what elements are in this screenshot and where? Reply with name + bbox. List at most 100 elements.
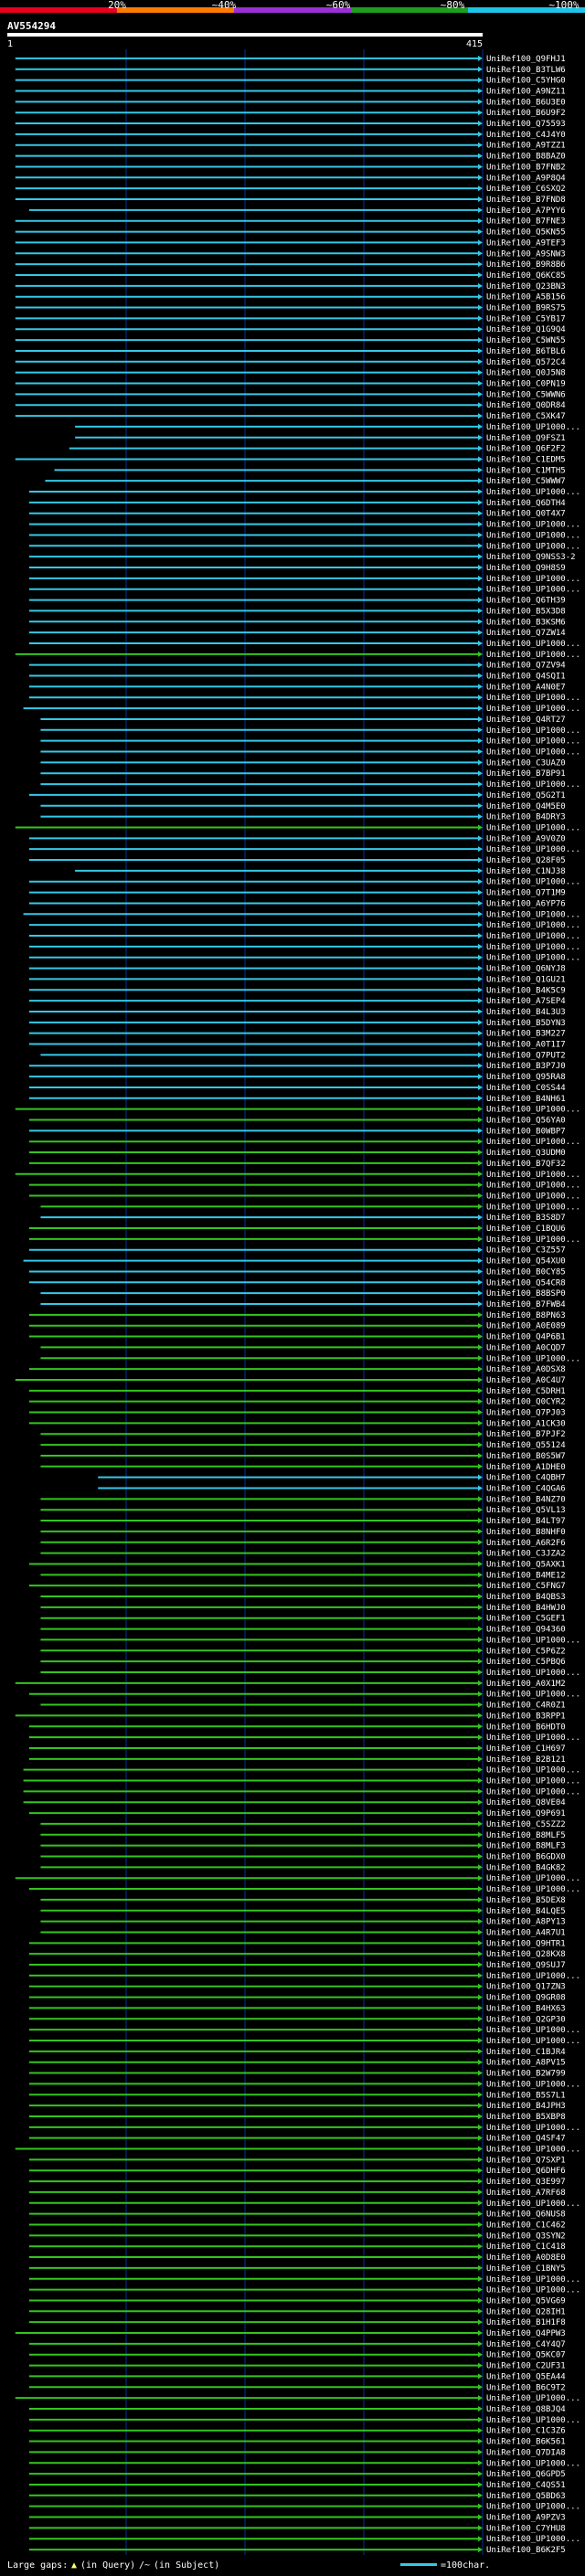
hit-label[interactable]: UniRef100_A0T1I7	[486, 1041, 566, 1050]
hit-label[interactable]: UniRef100_Q5BD63	[486, 2492, 566, 2501]
hit-label[interactable]: UniRef100_Q1GU21	[486, 975, 566, 984]
hit-label[interactable]: UniRef100_B5XBP8	[486, 2113, 566, 2122]
hit-label[interactable]: UniRef100_UP1000...	[486, 1777, 580, 1786]
hit-label[interactable]: UniRef100_Q75593	[486, 120, 566, 129]
hit-label[interactable]: UniRef100_B1H1F8	[486, 2318, 566, 2327]
hit-label[interactable]: UniRef100_Q54CR8	[486, 1278, 566, 1288]
hit-label[interactable]: UniRef100_C5WWN6	[486, 390, 566, 399]
hit-label[interactable]: UniRef100_B6C9T2	[486, 2383, 566, 2392]
hit-label[interactable]: UniRef100_C1NJ38	[486, 867, 566, 876]
hit-label[interactable]: UniRef100_A1CK30	[486, 1419, 566, 1428]
hit-label[interactable]: UniRef100_Q5KN55	[486, 228, 566, 238]
hit-label[interactable]: UniRef100_UP1000...	[486, 921, 580, 930]
hit-label[interactable]: UniRef100_UP1000...	[486, 2080, 580, 2089]
hit-label[interactable]: UniRef100_Q9GR08	[486, 1994, 566, 2003]
hit-label[interactable]: UniRef100_B9RS75	[486, 304, 566, 313]
hit-label[interactable]: UniRef100_Q28KX8	[486, 1950, 566, 1959]
hit-label[interactable]: UniRef100_Q0T4X7	[486, 510, 566, 519]
hit-label[interactable]: UniRef100_Q9FHJ1	[486, 55, 566, 64]
hit-label[interactable]: UniRef100_A9NZ11	[486, 87, 566, 96]
hit-label[interactable]: UniRef100_Q3SYN2	[486, 2231, 566, 2241]
hit-label[interactable]: UniRef100_B4NZ70	[486, 1495, 566, 1504]
hit-label[interactable]: UniRef100_B7PJF2	[486, 1430, 566, 1439]
hit-label[interactable]: UniRef100_B4LT97	[486, 1517, 566, 1526]
hit-label[interactable]: UniRef100_A7PYY6	[486, 207, 566, 216]
hit-label[interactable]: UniRef100_UP1000...	[486, 2503, 580, 2512]
hit-label[interactable]: UniRef100_A0CQD7	[486, 1343, 566, 1352]
hit-label[interactable]: UniRef100_UP1000...	[486, 2275, 580, 2284]
hit-label[interactable]: UniRef100_B4NH61	[486, 1095, 566, 1104]
hit-label[interactable]: UniRef100_UP1000...	[486, 2037, 580, 2046]
hit-label[interactable]: UniRef100_B3RPP1	[486, 1712, 566, 1721]
hit-label[interactable]: UniRef100_Q56YA0	[486, 1117, 566, 1126]
hit-label[interactable]: UniRef100_UP1000...	[486, 2394, 580, 2403]
hit-label[interactable]: UniRef100_Q5G2T1	[486, 791, 566, 800]
hit-label[interactable]: UniRef100_C5DRH1	[486, 1387, 566, 1396]
hit-label[interactable]: UniRef100_Q7ZV94	[486, 662, 566, 671]
hit-label[interactable]: UniRef100_A6R2F6	[486, 1539, 566, 1548]
hit-label[interactable]: UniRef100_B5S7L1	[486, 2091, 566, 2100]
hit-label[interactable]: UniRef100_C3Z557	[486, 1246, 566, 1256]
hit-label[interactable]: UniRef100_C5FNG7	[486, 1582, 566, 1591]
hit-label[interactable]: UniRef100_Q9H8S9	[486, 564, 566, 573]
hit-label[interactable]: UniRef100_UP1000...	[486, 845, 580, 854]
hit-label[interactable]: UniRef100_C5P6Z2	[486, 1647, 566, 1656]
hit-label[interactable]: UniRef100_B4L3U3	[486, 1008, 566, 1017]
hit-label[interactable]: UniRef100_C4QS51	[486, 2481, 566, 2490]
hit-label[interactable]: UniRef100_C6SXQ2	[486, 185, 566, 194]
hit-label[interactable]: UniRef100_C1H697	[486, 1744, 566, 1754]
hit-label[interactable]: UniRef100_UP1000...	[486, 423, 580, 432]
hit-label[interactable]: UniRef100_C4R0Z1	[486, 1701, 566, 1711]
hit-label[interactable]: UniRef100_Q6TH39	[486, 597, 566, 606]
hit-label[interactable]: UniRef100_Q55124	[486, 1441, 566, 1450]
hit-label[interactable]: UniRef100_B5X3D8	[486, 607, 566, 616]
hit-label[interactable]: UniRef100_B7FNB2	[486, 163, 566, 172]
hit-label[interactable]: UniRef100_Q2GP30	[486, 2015, 566, 2024]
hit-label[interactable]: UniRef100_B4HX63	[486, 2004, 566, 2013]
hit-label[interactable]: UniRef100_B7FND8	[486, 196, 566, 205]
hit-label[interactable]: UniRef100_B6K2F5	[486, 2546, 566, 2555]
hit-label[interactable]: UniRef100_Q4P6B1	[486, 1333, 566, 1342]
hit-label[interactable]: UniRef100_C7YHU8	[486, 2524, 566, 2533]
hit-label[interactable]: UniRef100_Q4SF47	[486, 2135, 566, 2144]
hit-label[interactable]: UniRef100_A1DHE0	[486, 1463, 566, 1472]
hit-label[interactable]: UniRef100_UP1000...	[486, 694, 580, 703]
hit-label[interactable]: UniRef100_Q9HTR1	[486, 1939, 566, 1948]
hit-label[interactable]: UniRef100_Q3E997	[486, 2178, 566, 2187]
hit-label[interactable]: UniRef100_UP1000...	[486, 586, 580, 595]
hit-label[interactable]: UniRef100_UP1000...	[486, 2146, 580, 2155]
hit-label[interactable]: UniRef100_UP1000...	[486, 640, 580, 649]
hit-label[interactable]: UniRef100_B4K5C9	[486, 986, 566, 995]
hit-label[interactable]: UniRef100_A0C4U7	[486, 1376, 566, 1385]
hit-label[interactable]: UniRef100_Q7DIA8	[486, 2448, 566, 2457]
hit-label[interactable]: UniRef100_A9TZZ1	[486, 142, 566, 151]
hit-label[interactable]: UniRef100_B6HDT0	[486, 1723, 566, 1732]
hit-label[interactable]: UniRef100_B6TBL6	[486, 347, 566, 356]
hit-label[interactable]: UniRef100_A0DSX8	[486, 1365, 566, 1374]
hit-label[interactable]: UniRef100_Q23BN3	[486, 282, 566, 292]
hit-label[interactable]: UniRef100_UP1000...	[486, 1766, 580, 1776]
hit-label[interactable]: UniRef100_C5WN55	[486, 336, 566, 345]
hit-label[interactable]: UniRef100_B8BAZ0	[486, 153, 566, 162]
hit-label[interactable]: UniRef100_C5SZZ2	[486, 1820, 566, 1829]
hit-label[interactable]: UniRef100_B6K561	[486, 2438, 566, 2447]
hit-label[interactable]: UniRef100_Q7PUT2	[486, 1051, 566, 1060]
hit-label[interactable]: UniRef100_C5YB17	[486, 314, 566, 323]
hit-label[interactable]: UniRef100_A8PY13	[486, 1918, 566, 1927]
hit-label[interactable]: UniRef100_B7BP91	[486, 769, 566, 779]
hit-label[interactable]: UniRef100_C5WWW7	[486, 477, 566, 486]
hit-label[interactable]: UniRef100_B4HWJ0	[486, 1604, 566, 1613]
hit-label[interactable]: UniRef100_Q6DTH4	[486, 499, 566, 508]
hit-label[interactable]: UniRef100_UP1000...	[486, 1182, 580, 1191]
hit-label[interactable]: UniRef100_Q6GPD5	[486, 2470, 566, 2479]
hit-label[interactable]: UniRef100_Q5VG69	[486, 2296, 566, 2306]
hit-label[interactable]: UniRef100_Q7T1M9	[486, 889, 566, 898]
hit-label[interactable]: UniRef100_UP1000...	[486, 737, 580, 747]
hit-label[interactable]: UniRef100_UP1000...	[486, 1874, 580, 1883]
hit-label[interactable]: UniRef100_A8PV15	[486, 2059, 566, 2068]
hit-label[interactable]: UniRef100_Q0CYR2	[486, 1398, 566, 1407]
hit-label[interactable]: UniRef100_B5DEX8	[486, 1896, 566, 1905]
hit-label[interactable]: UniRef100_C3JZA2	[486, 1550, 566, 1559]
hit-label[interactable]: UniRef100_Q8BJQ4	[486, 2405, 566, 2414]
hit-label[interactable]: UniRef100_Q7PJ03	[486, 1409, 566, 1418]
